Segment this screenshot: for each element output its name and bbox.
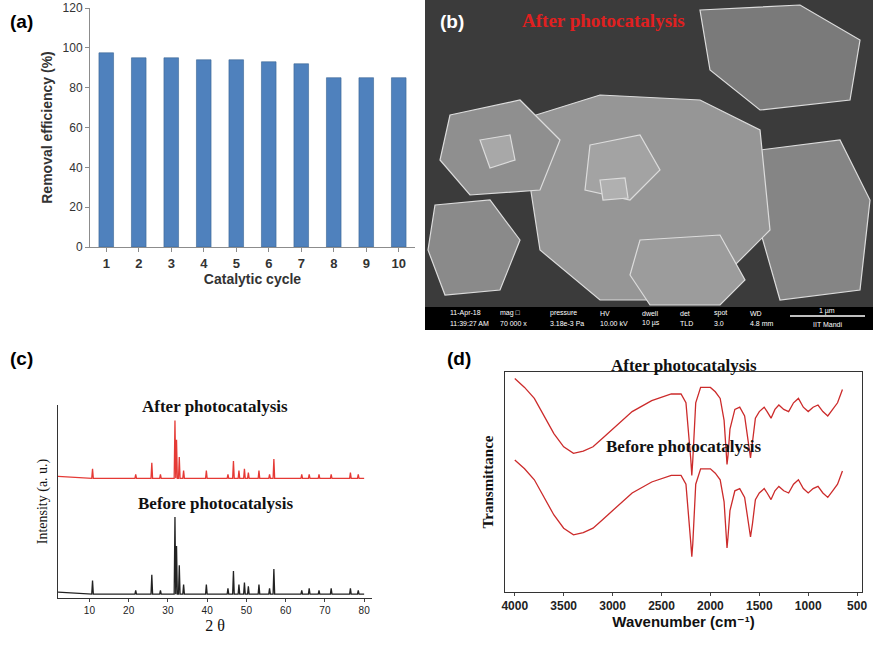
svg-text:11-Apr-18: 11-Apr-18 (450, 309, 481, 317)
svg-text:3500: 3500 (550, 599, 577, 613)
svg-text:70 000 x: 70 000 x (500, 320, 527, 327)
svg-text:(b): (b) (440, 11, 464, 32)
svg-text:10: 10 (84, 605, 96, 616)
svg-text:2000: 2000 (697, 599, 724, 613)
svg-text:10.00 kV: 10.00 kV (600, 320, 628, 327)
svg-text:Intensity (a. u.): Intensity (a. u.) (35, 458, 51, 544)
svg-text:det: det (680, 310, 690, 317)
svg-text:3: 3 (168, 256, 175, 271)
svg-text:1 µm: 1 µm (819, 307, 835, 315)
svg-text:60: 60 (69, 121, 83, 135)
svg-text:60: 60 (280, 605, 292, 616)
svg-text:Wavenumber (cm⁻¹): Wavenumber (cm⁻¹) (612, 613, 754, 630)
svg-text:IIT Mandi: IIT Mandi (813, 321, 842, 328)
svg-text:4.8 mm: 4.8 mm (750, 320, 774, 327)
svg-text:0: 0 (76, 240, 83, 254)
svg-text:3.0: 3.0 (714, 320, 724, 327)
svg-text:10 µs: 10 µs (642, 319, 660, 327)
svg-text:20: 20 (123, 605, 135, 616)
svg-text:40: 40 (202, 605, 214, 616)
svg-text:1: 1 (103, 256, 110, 271)
svg-text:70: 70 (319, 605, 331, 616)
svg-text:120: 120 (63, 1, 83, 15)
svg-text:Catalytic cycle: Catalytic cycle (204, 271, 301, 287)
svg-text:3000: 3000 (599, 599, 626, 613)
svg-text:11:39:27 AM: 11:39:27 AM (450, 320, 489, 327)
svg-text:6: 6 (265, 256, 272, 271)
svg-text:After photocatalysis: After photocatalysis (522, 10, 685, 31)
svg-text:mag □: mag □ (500, 309, 521, 317)
svg-text:(c): (c) (10, 348, 33, 369)
svg-text:TLD: TLD (680, 320, 693, 327)
svg-text:10: 10 (392, 256, 406, 271)
svg-text:9: 9 (363, 256, 370, 271)
svg-text:(a): (a) (10, 11, 33, 32)
svg-text:spot: spot (714, 309, 727, 317)
svg-text:After photocatalysis: After photocatalysis (611, 356, 757, 375)
svg-text:Before photocatalysis: Before photocatalysis (138, 494, 293, 513)
svg-text:1000: 1000 (795, 599, 822, 613)
svg-text:5: 5 (233, 256, 240, 271)
svg-text:Transmittance: Transmittance (480, 435, 496, 528)
svg-text:pressure: pressure (550, 309, 577, 317)
svg-text:2500: 2500 (648, 599, 675, 613)
svg-text:2: 2 (135, 256, 142, 271)
svg-text:Before photocatalysis: Before photocatalysis (606, 437, 761, 456)
svg-text:WD: WD (750, 310, 762, 317)
svg-text:HV: HV (600, 310, 610, 317)
svg-text:Removal efficiency (%): Removal efficiency (%) (39, 51, 55, 204)
svg-text:40: 40 (69, 161, 83, 175)
svg-text:3.18e-3 Pa: 3.18e-3 Pa (550, 320, 584, 327)
svg-text:After photocatalysis: After photocatalysis (142, 397, 288, 416)
svg-text:100: 100 (63, 41, 83, 55)
svg-text:4: 4 (200, 256, 208, 271)
svg-text:4000: 4000 (501, 599, 528, 613)
svg-text:2 θ: 2 θ (205, 617, 225, 634)
svg-text:dwell: dwell (642, 310, 658, 317)
svg-text:500: 500 (847, 599, 867, 613)
svg-text:1500: 1500 (746, 599, 773, 613)
svg-text:30: 30 (162, 605, 174, 616)
svg-text:80: 80 (359, 605, 371, 616)
svg-text:20: 20 (69, 200, 83, 214)
svg-text:8: 8 (330, 256, 337, 271)
svg-text:(d): (d) (447, 348, 471, 369)
svg-text:7: 7 (298, 256, 305, 271)
svg-text:80: 80 (69, 81, 83, 95)
svg-text:50: 50 (241, 605, 253, 616)
